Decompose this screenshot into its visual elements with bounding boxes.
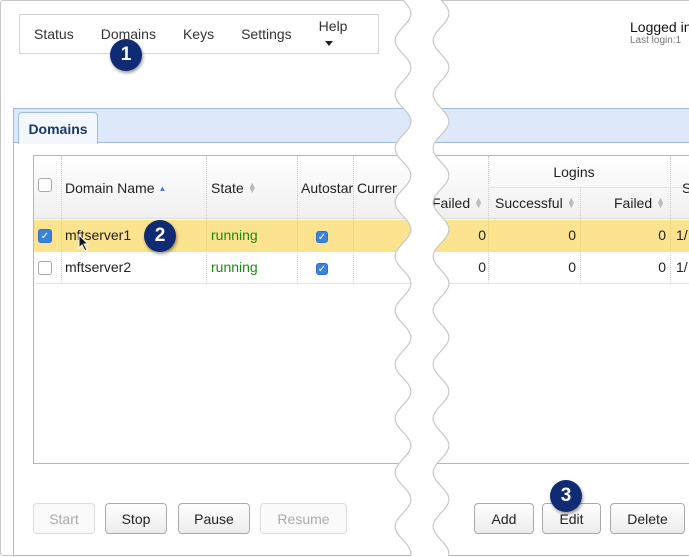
sort-icon: ▲ ▼ [247, 180, 257, 195]
resume-button[interactable]: Resume [260, 503, 347, 534]
last-login-text: Last login:1 [630, 35, 682, 46]
autostart-checkbox[interactable]: ✓ [316, 263, 328, 275]
col-failed-logins-label: Failed [614, 195, 653, 211]
sort-asc-icon: ▲ [158, 183, 167, 193]
col-failed-logins[interactable]: Failed ▲ ▼ [614, 193, 665, 213]
delete-button[interactable]: Delete [610, 503, 685, 534]
nav-help[interactable]: Help [319, 18, 351, 50]
callout-1: 1 [110, 39, 142, 71]
callout-3: 3 [550, 480, 582, 512]
col-failed-label: Failed [432, 195, 471, 211]
break-edge-left [394, 0, 412, 557]
col-failed[interactable]: Failed ▲ ▼ [432, 193, 483, 213]
row-checkbox[interactable]: ✓ [38, 229, 52, 243]
col-state[interactable]: State ▲ ▼ [211, 178, 257, 198]
add-button[interactable]: Add [474, 503, 534, 534]
break-edge-right [432, 0, 450, 557]
caret-down-icon [324, 40, 333, 46]
col-domain-name-label: Domain Name [65, 180, 155, 196]
col-domain-name[interactable]: Domain Name ▲ [65, 178, 166, 198]
col-autostart-label: Autostart [301, 180, 353, 196]
start-button[interactable]: Start [33, 503, 95, 534]
col-s[interactable]: S [682, 180, 689, 196]
failed-logins-value: 0 [658, 259, 666, 275]
sort-icon: ▲ ▼ [566, 195, 576, 210]
failed-value: 0 [478, 259, 486, 275]
logged-in-text: Logged in [630, 19, 689, 35]
select-all-checkbox[interactable] [38, 178, 52, 192]
nav-status[interactable]: Status [34, 26, 74, 42]
table-row[interactable]: ✓ mftserver1 running ✓ 0 0 0 1/ [34, 220, 689, 252]
sort-icon: ▲ ▼ [474, 195, 484, 210]
col-successful-label: Successful [495, 195, 563, 211]
top-nav: Status Domains Keys Settings Help [19, 14, 379, 54]
state: running [211, 259, 258, 275]
tab-domains[interactable]: Domains [18, 112, 98, 144]
successful-value: 0 [568, 259, 576, 275]
col-successful[interactable]: Successful ▲ ▼ [495, 193, 576, 213]
nav-domains[interactable]: Domains [100, 26, 156, 42]
domain-name: mftserver1 [65, 227, 132, 243]
failed-value: 0 [478, 227, 486, 243]
domains-panel [13, 108, 689, 556]
grid-header: Domain Name▲ State▲▼ Autostart Current L… [34, 156, 689, 219]
col-current-label: Current [357, 180, 397, 196]
break-gap [395, 0, 449, 556]
logins-group-header: Logins [553, 164, 595, 180]
successful-value: 0 [568, 227, 576, 243]
sort-icon: ▲ ▼ [656, 195, 666, 210]
col-state-label: State [211, 180, 244, 196]
s-value: 1/ [676, 259, 688, 275]
state: running [211, 227, 258, 243]
domains-grid [33, 155, 689, 464]
col-current[interactable]: Current [357, 178, 397, 198]
table-row[interactable]: mftserver2 running ✓ 0 0 0 1/ [34, 252, 689, 284]
failed-logins-value: 0 [658, 227, 666, 243]
screenshot-break-divider [394, 0, 450, 557]
row-checkbox[interactable] [38, 261, 52, 275]
mouse-cursor-icon [78, 234, 90, 252]
callout-2: 2 [144, 220, 176, 252]
nav-settings[interactable]: Settings [241, 26, 292, 42]
tab-bar [14, 109, 689, 143]
pause-button[interactable]: Pause [178, 503, 250, 534]
col-autostart[interactable]: Autostart [301, 178, 353, 198]
nav-help-label: Help [318, 18, 348, 34]
domain-name: mftserver2 [65, 259, 132, 275]
nav-keys[interactable]: Keys [182, 26, 215, 42]
s-value: 1/ [676, 227, 688, 243]
autostart-checkbox[interactable]: ✓ [316, 231, 328, 243]
user-info: Logged in Last login:1 [630, 19, 689, 46]
stop-button[interactable]: Stop [105, 503, 167, 534]
